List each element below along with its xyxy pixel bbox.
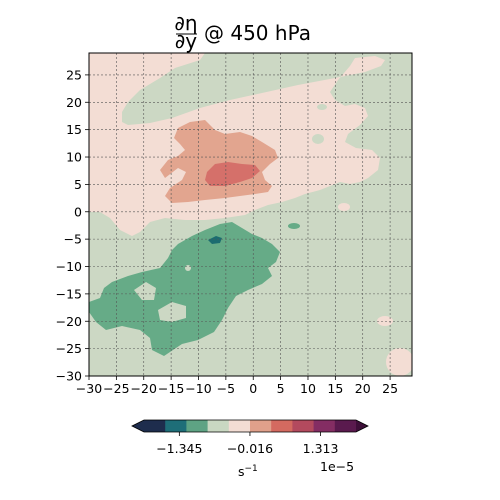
y-tick-label: −15 [56, 286, 82, 301]
contour-southern-negative [89, 222, 280, 356]
y-tick-label: 20 [66, 95, 82, 110]
contour-speck-7 [288, 223, 300, 229]
y-tick-label: −25 [56, 341, 82, 356]
colorbar-segment [144, 420, 166, 432]
y-tick-label: 5 [74, 177, 82, 192]
contour-speck-3 [338, 203, 350, 211]
x-tick-label: −20 [131, 381, 157, 396]
y-tick-label: −5 [64, 232, 82, 247]
colorbar-offset-text: 1e−5 [320, 459, 354, 474]
colorbar-segment [313, 420, 336, 432]
grid [89, 53, 412, 376]
y-tick-label: 0 [74, 204, 82, 219]
y-tick-label: 15 [66, 122, 82, 137]
x-tick-label: −5 [217, 381, 235, 396]
colorbar-segment [292, 420, 315, 432]
contour-speck-4 [312, 134, 324, 144]
colorbar-segment [228, 420, 251, 432]
colorbar-unit: s−1 [238, 464, 258, 479]
contour-hole-2 [158, 302, 186, 322]
x-axis: −30 −25 −20 −15 −10 −5 0 5 10 15 20 25 [76, 376, 398, 396]
title-suffix: @ 450 hPa [204, 21, 311, 45]
x-tick-label: −30 [76, 381, 102, 396]
x-tick-label: 15 [327, 381, 343, 396]
colorbar: −1.345 −0.016 1.313 1e−5 s−1 [131, 419, 369, 479]
x-tick-label: −15 [158, 381, 184, 396]
contour-central-positive [160, 120, 278, 203]
y-tick-label: −10 [56, 259, 82, 274]
plot-frame [88, 52, 413, 377]
colorbar-segment [250, 420, 272, 432]
y-tick-label: −20 [56, 314, 82, 329]
plot-area [88, 52, 413, 377]
colorbar-tick-label: 1.313 [303, 441, 339, 456]
colorbar-outline [131, 419, 369, 433]
chart-title: ∂η ∂y @ 450 hPa [174, 11, 311, 53]
title-numerator: ∂η [174, 11, 197, 35]
title-denominator: ∂y [175, 29, 197, 53]
x-tick-label: 0 [249, 381, 257, 396]
x-tick-label: 20 [355, 381, 371, 396]
contour-peak-positive [205, 162, 260, 186]
colorbar-over-triangle [356, 420, 368, 432]
y-tick-label: 25 [66, 67, 82, 82]
colorbar-segment [186, 420, 209, 432]
colorbar-segment [271, 420, 293, 432]
x-tick-label: 25 [382, 381, 398, 396]
x-tick-label: 5 [277, 381, 285, 396]
colorbar-tick-label: −1.345 [156, 441, 202, 456]
y-tick-label: −30 [56, 369, 82, 384]
colorbar-segment [165, 420, 187, 432]
x-tick-label: −10 [185, 381, 211, 396]
colorbar-under-triangle [132, 420, 144, 432]
colorbar-tick-label: −0.016 [227, 441, 273, 456]
contour-hole-1 [134, 282, 156, 300]
contour-minimum [208, 236, 222, 244]
contour-speck-6 [185, 265, 191, 271]
contour-speck-5 [317, 104, 327, 110]
colorbar-segment [334, 420, 357, 432]
y-axis: −30 −25 −20 −15 −10 −5 0 5 10 15 20 25 [56, 67, 89, 384]
y-tick-label: 10 [66, 150, 82, 165]
unit-exponent: −1 [245, 464, 258, 474]
x-tick-label: 10 [300, 381, 316, 396]
contour-speck-2 [386, 348, 412, 376]
colorbar-segment [207, 420, 230, 432]
x-tick-label: −25 [103, 381, 129, 396]
unit-base: s [238, 464, 245, 479]
